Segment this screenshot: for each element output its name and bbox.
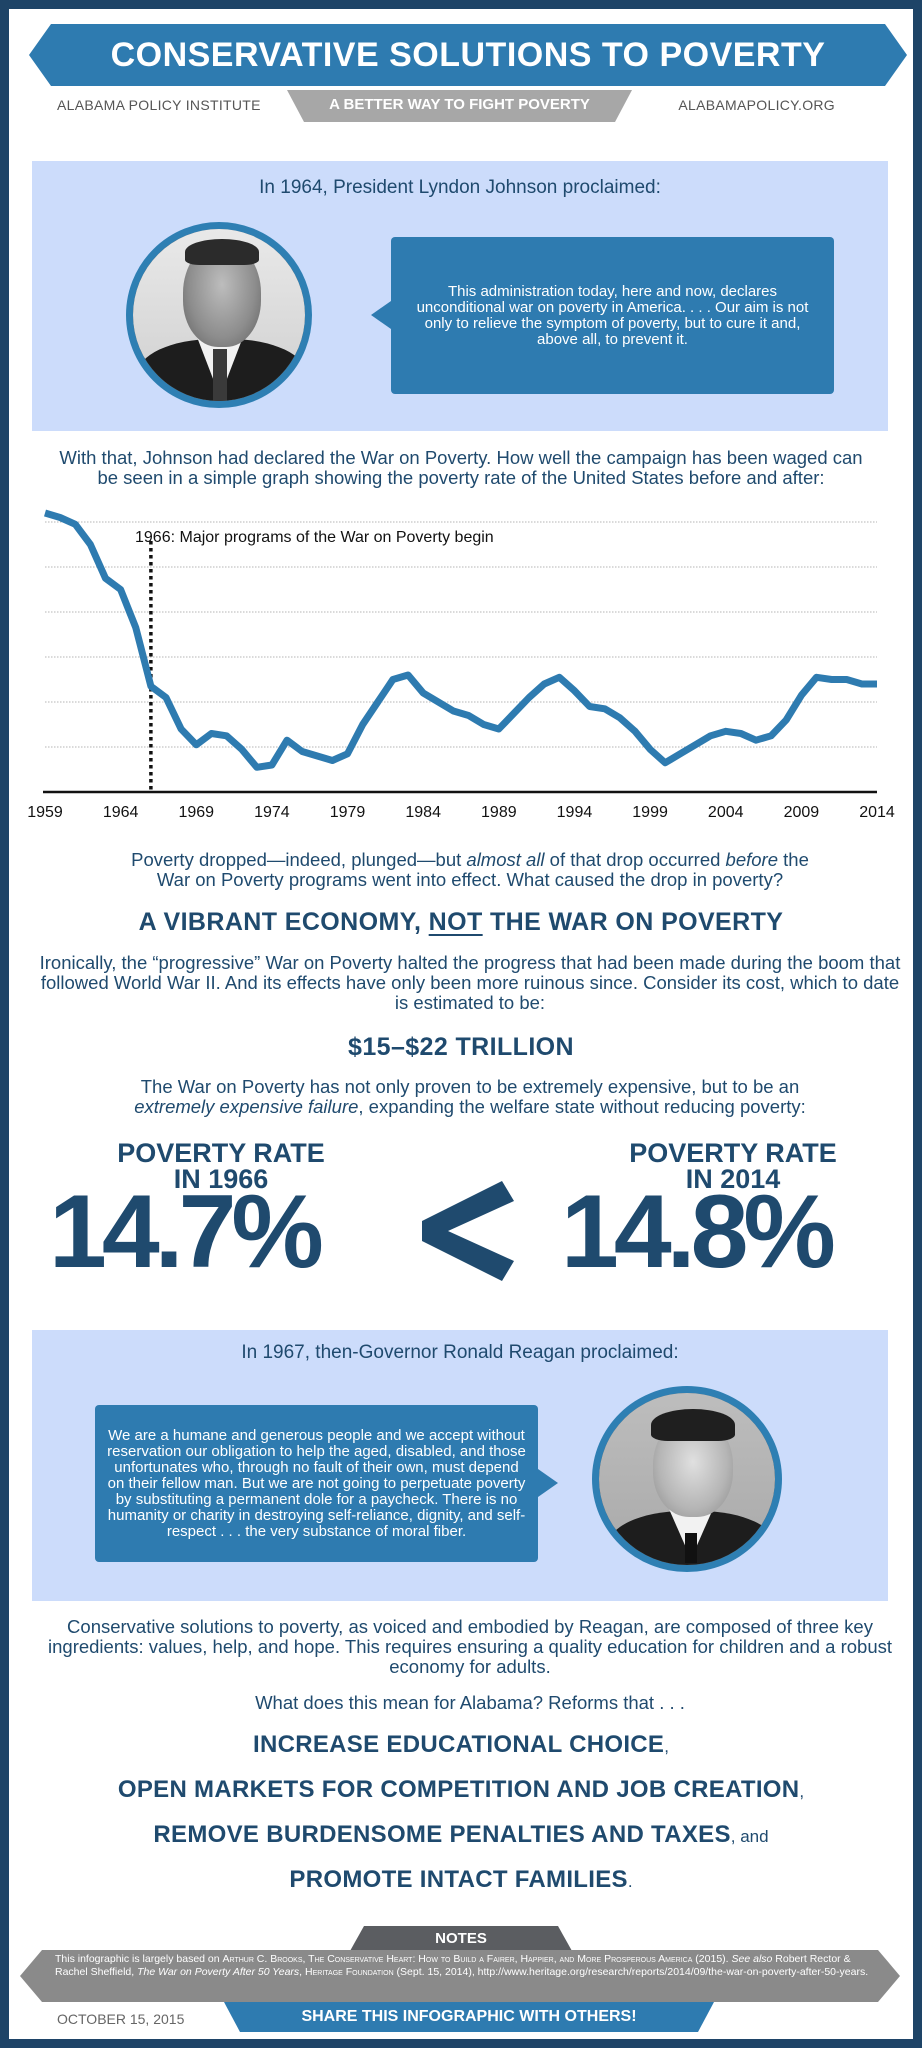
publish-date: OCTOBER 15, 2015 (57, 2011, 185, 2027)
ironic-text: Ironically, the “progressive” War on Pov… (39, 952, 901, 1013)
reagan-quote: We are a humane and generous people and … (107, 1426, 526, 1540)
reform-item: OPEN MARKETS FOR COMPETITION AND JOB CRE… (117, 1776, 805, 1803)
x-tick-label: 2004 (708, 804, 744, 821)
answer-heading: A VIBRANT ECONOMY, NOT THE WAR ON POVERT… (138, 908, 784, 936)
johnson-heading: In 1964, President Lyndon Johnson procla… (259, 177, 661, 198)
failure-text: The War on Poverty has not only proven t… (134, 1076, 806, 1117)
johnson-quote-bubble: This administration today, here and now,… (371, 237, 834, 394)
johnson-quote: This administration today, here and now,… (416, 282, 809, 348)
line-chart: 1966: Major programs of the War on Pover… (27, 509, 895, 821)
x-tick-label: 1964 (103, 804, 139, 821)
reform-item: REMOVE BURDENSOME PENALTIES AND TAXES, a… (153, 1821, 769, 1848)
rate-2014-label: POVERTY RATE IN 2014 (629, 1138, 837, 1194)
org-name: ALABAMA POLICY INSTITUTE (57, 97, 261, 113)
johnson-portrait (126, 222, 312, 408)
x-tick-label: 1989 (481, 804, 517, 821)
not-underlined: NOT (428, 908, 483, 936)
page-title: CONSERVATIVE SOLUTIONS TO POVERTY (110, 36, 826, 74)
annotation-label: 1966: Major programs of the War on Pover… (135, 529, 494, 546)
intro-text: With that, Johnson had declared the War … (59, 447, 863, 488)
notes-tab: NOTES (350, 1926, 572, 1951)
x-tick-label: 1979 (330, 804, 366, 821)
rate-2014-value: 14.8% (561, 1174, 836, 1290)
reagan-heading: In 1967, then-Governor Ronald Reagan pro… (241, 1342, 679, 1363)
tagline-tab: A BETTER WAY TO FIGHT POVERTY (287, 90, 632, 122)
explanation-text: Poverty dropped—indeed, plunged—but almo… (131, 849, 809, 890)
johnson-quote-panel: In 1964, President Lyndon Johnson procla… (32, 161, 888, 431)
share-button[interactable]: SHARE THIS INFOGRAPHIC WITH OTHERS! (224, 2002, 714, 2032)
notes-text: This infographic is largely based on Art… (55, 1953, 869, 1978)
x-tick-label: 1974 (254, 804, 290, 821)
poverty-rate-line (44, 509, 877, 771)
alabama-question: What does this mean for Alabama? Reforms… (255, 1692, 685, 1713)
website-link[interactable]: ALABAMAPOLICY.ORG (678, 97, 835, 113)
rate-1966-label: POVERTY RATE IN 1966 (117, 1138, 325, 1194)
infographic-page: CONSERVATIVE SOLUTIONS TO POVERTY ALABAM… (9, 9, 913, 2039)
banner-shape (29, 24, 907, 86)
solutions-text: Conservative solutions to poverty, as vo… (48, 1616, 892, 1677)
x-tick-label: 2009 (784, 804, 820, 821)
reform-item: PROMOTE INTACT FAMILIES. (289, 1866, 633, 1893)
tagline: A BETTER WAY TO FIGHT POVERTY (329, 96, 590, 113)
title-banner: CONSERVATIVE SOLUTIONS TO POVERTY (29, 24, 907, 86)
reagan-portrait (592, 1386, 782, 1572)
x-tick-label: 1959 (27, 804, 63, 821)
notes-label: NOTES (435, 1930, 487, 1947)
notes-band (20, 1950, 900, 2002)
share-label: SHARE THIS INFOGRAPHIC WITH OTHERS! (301, 2008, 637, 2025)
x-tick-label: 1969 (178, 804, 214, 821)
reform-item: INCREASE EDUCATIONAL CHOICE, (253, 1731, 669, 1758)
reagan-quote-bubble: We are a humane and generous people and … (95, 1405, 558, 1562)
x-tick-label: 1984 (405, 804, 441, 821)
poverty-rate-chart: 1966: Major programs of the War on Pover… (9, 509, 913, 839)
x-tick-label: 1994 (557, 804, 593, 821)
x-tick-label: 1999 (632, 804, 668, 821)
reagan-quote-panel: In 1967, then-Governor Ronald Reagan pro… (32, 1330, 888, 1601)
less-than-symbol (422, 1181, 514, 1281)
cost-figure: $15–$22 TRILLION (348, 1033, 574, 1061)
rate-1966-value: 14.7% (49, 1174, 324, 1290)
x-tick-label: 2014 (859, 804, 895, 821)
